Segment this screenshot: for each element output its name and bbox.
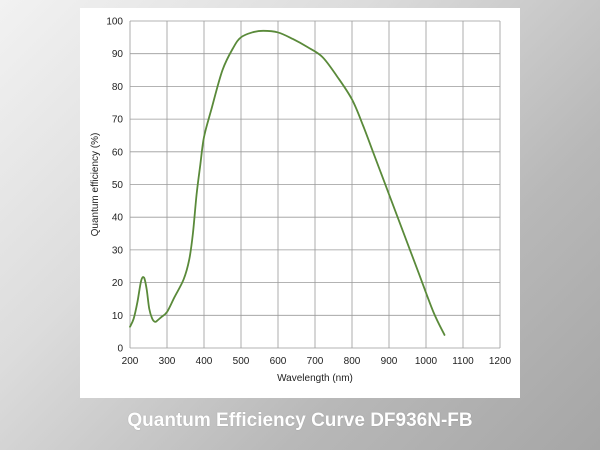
y-axis-label: Quantum efficiency (%) [90, 133, 101, 237]
y-tick-label: 20 [112, 278, 124, 289]
y-tick-label: 40 [112, 213, 124, 224]
x-axis-label: Wavelength (nm) [277, 373, 353, 384]
y-tick-label: 80 [112, 82, 124, 93]
x-tick-label: 200 [122, 356, 139, 367]
x-tick-label: 1000 [415, 356, 438, 367]
y-tick-label: 100 [106, 17, 123, 28]
x-tick-label: 800 [344, 356, 361, 367]
x-tick-label: 1200 [489, 356, 512, 367]
qe-curve-line [129, 29, 446, 336]
y-tick-label: 10 [112, 311, 124, 322]
y-tick-label: 30 [112, 245, 124, 256]
x-tick-label: 400 [196, 356, 213, 367]
chart-panel: 200 300 400 500 600 700 800 900 1000 1100 1200 0 10 2… [80, 8, 520, 398]
x-tick-label: 600 [270, 356, 287, 367]
y-tick-label: 70 [112, 115, 124, 126]
y-tick-label: 90 [112, 49, 124, 60]
chart-caption: Quantum Efficiency Curve DF936N-FB [127, 410, 473, 431]
x-tick-label: 300 [159, 356, 176, 367]
x-tick-label: 700 [307, 356, 324, 367]
x-tick-label: 900 [381, 356, 398, 367]
x-tick-label: 1100 [452, 356, 474, 367]
y-tick-label: 50 [112, 180, 124, 191]
y-tick-label: 60 [112, 147, 124, 158]
qe-chart: 200 300 400 500 600 700 800 900 1000 1100 1200 0 10 2… [90, 17, 512, 385]
x-tick-label: 500 [233, 356, 250, 367]
y-tick-label: 0 [117, 344, 123, 355]
